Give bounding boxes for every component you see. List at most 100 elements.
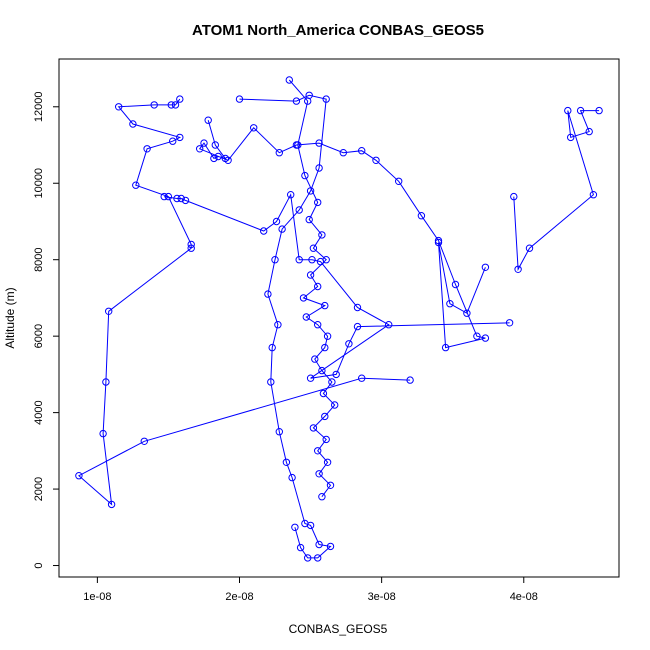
data-point xyxy=(292,141,301,149)
plot-frame xyxy=(58,58,620,578)
data-point xyxy=(505,319,514,327)
data-point xyxy=(268,343,276,352)
plot-area xyxy=(75,76,603,562)
data-point xyxy=(173,194,181,203)
data-point xyxy=(224,156,232,165)
data-point xyxy=(564,106,572,115)
series-line xyxy=(239,94,332,559)
series-line xyxy=(198,120,486,349)
data-point xyxy=(287,191,295,199)
data-point xyxy=(525,244,534,252)
data-point xyxy=(291,523,299,531)
data-point xyxy=(331,401,339,409)
y-tick-label: 2000 xyxy=(33,477,45,501)
data-point xyxy=(318,231,326,239)
data-point xyxy=(295,206,303,214)
data-point xyxy=(353,322,362,331)
data-point xyxy=(196,145,204,153)
data-point xyxy=(316,257,325,266)
data-point xyxy=(314,447,322,455)
data-point xyxy=(314,198,322,207)
data-point xyxy=(319,389,328,398)
data-point xyxy=(595,106,603,115)
data-point xyxy=(406,376,414,384)
data-point xyxy=(200,139,208,147)
data-point xyxy=(176,95,184,103)
data-point xyxy=(187,240,195,249)
x-axis-label: CONBAS_GEOS5 xyxy=(289,622,388,636)
data-point xyxy=(187,244,195,252)
x-tick-label: 2e-08 xyxy=(225,591,253,603)
data-point xyxy=(107,500,116,509)
data-point xyxy=(321,343,329,352)
data-point xyxy=(167,101,176,109)
data-point xyxy=(315,164,323,172)
x-tick-label: 3e-08 xyxy=(368,591,396,603)
data-point xyxy=(441,343,450,352)
data-point xyxy=(275,428,283,436)
series-5 xyxy=(235,91,335,562)
data-point xyxy=(285,76,293,84)
data-point xyxy=(292,97,301,105)
data-point xyxy=(417,212,426,220)
data-point xyxy=(323,332,332,340)
series-1 xyxy=(510,106,603,273)
data-point xyxy=(315,470,323,478)
data-point xyxy=(143,145,151,153)
data-point xyxy=(314,321,322,329)
data-point xyxy=(214,152,222,161)
data-point xyxy=(278,225,286,233)
data-point xyxy=(322,435,330,444)
data-point xyxy=(510,192,518,201)
data-point xyxy=(264,290,272,298)
y-tick-label: 10000 xyxy=(33,168,45,199)
data-point xyxy=(129,120,137,128)
data-point xyxy=(132,181,140,189)
data-point xyxy=(326,481,335,489)
data-point xyxy=(434,238,443,247)
data-point xyxy=(311,355,319,363)
data-point xyxy=(315,540,323,549)
data-point xyxy=(318,493,326,501)
data-point xyxy=(309,244,318,252)
x-tick-label: 1e-08 xyxy=(83,591,111,603)
data-point xyxy=(295,256,303,264)
data-point xyxy=(171,101,180,109)
data-point xyxy=(181,196,190,205)
data-point xyxy=(323,458,332,466)
data-point xyxy=(105,307,113,315)
data-point xyxy=(282,458,291,466)
data-point xyxy=(304,554,312,562)
data-point xyxy=(299,294,308,302)
data-point xyxy=(434,236,443,245)
data-point xyxy=(395,177,403,186)
data-point xyxy=(481,263,490,271)
series-2 xyxy=(75,95,414,509)
data-point xyxy=(332,370,340,379)
data-point xyxy=(567,133,575,142)
data-point xyxy=(306,521,315,530)
y-tick-label: 0 xyxy=(33,562,45,568)
data-point xyxy=(589,191,598,199)
data-point xyxy=(260,227,268,235)
data-point xyxy=(275,149,283,157)
data-point xyxy=(321,301,329,310)
data-point xyxy=(318,366,326,375)
data-point xyxy=(305,91,313,100)
data-point xyxy=(75,472,83,480)
data-point xyxy=(473,332,481,340)
y-tick-label: 6000 xyxy=(33,324,45,348)
data-point xyxy=(314,554,322,562)
x-tick-label: 4e-08 xyxy=(510,591,538,603)
data-point xyxy=(302,313,310,321)
data-point xyxy=(481,334,490,342)
data-point xyxy=(446,300,454,308)
data-point xyxy=(358,147,366,155)
data-point xyxy=(204,116,212,124)
data-point xyxy=(315,139,323,147)
data-point xyxy=(372,156,380,165)
data-point xyxy=(169,137,177,145)
series-4 xyxy=(160,191,514,382)
series-line xyxy=(513,110,600,272)
data-point xyxy=(274,321,282,329)
